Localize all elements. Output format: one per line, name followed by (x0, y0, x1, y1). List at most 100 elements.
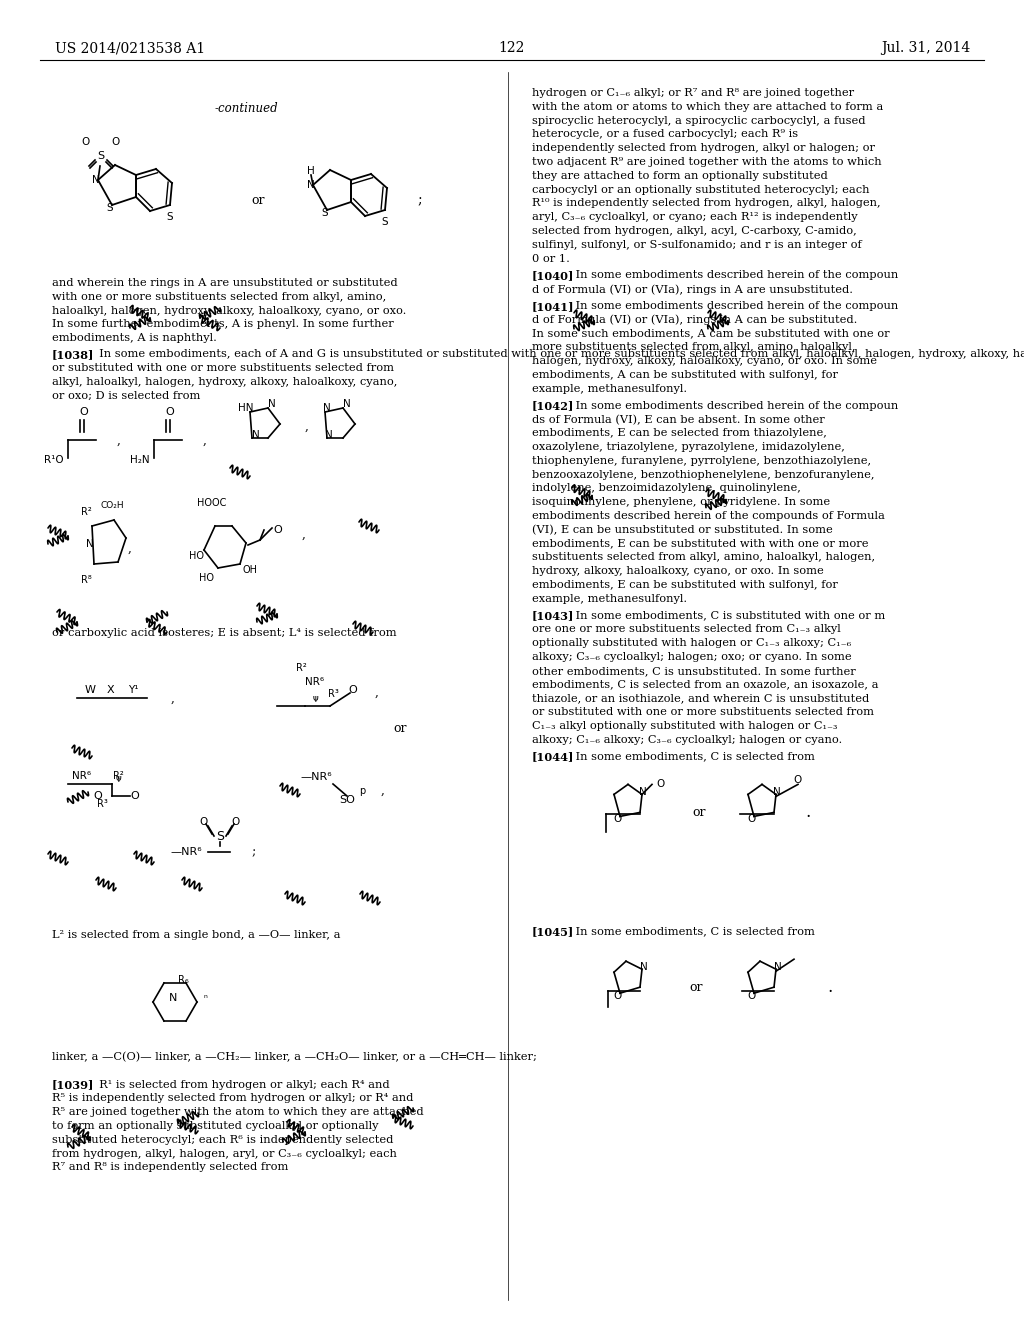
Text: R²: R² (81, 507, 91, 517)
Text: ,: , (171, 692, 175, 705)
Text: O: O (93, 791, 102, 801)
Text: or: or (251, 194, 265, 206)
Text: OH: OH (243, 565, 257, 576)
Text: alkyl, haloalkyl, halogen, hydroxy, alkoxy, haloalkoxy, cyano,: alkyl, haloalkyl, halogen, hydroxy, alko… (52, 376, 397, 387)
Text: N: N (774, 962, 782, 973)
Text: ,: , (305, 420, 309, 433)
Text: O: O (613, 991, 623, 1001)
Text: thiazole, or an isothiazole, and wherein C is unsubstituted: thiazole, or an isothiazole, and wherein… (532, 693, 869, 704)
Text: aryl, C₃₋₆ cycloalkyl, or cyano; each R¹² is independently: aryl, C₃₋₆ cycloalkyl, or cyano; each R¹… (532, 213, 858, 222)
Text: and wherein the rings in A are unsubstituted or substituted: and wherein the rings in A are unsubstit… (52, 279, 397, 288)
Text: N: N (324, 403, 331, 413)
Text: embodiments described herein of the compounds of Formula: embodiments described herein of the comp… (532, 511, 885, 521)
Text: example, methanesulfonyl.: example, methanesulfonyl. (532, 384, 687, 393)
Text: more substituents selected from alkyl, amino, haloalkyl,: more substituents selected from alkyl, a… (532, 342, 855, 352)
Text: S: S (97, 150, 104, 161)
Text: N: N (268, 399, 275, 409)
Text: In some embodiments, C is selected from: In some embodiments, C is selected from (572, 927, 815, 936)
Text: ,: , (302, 528, 306, 540)
Text: O: O (748, 814, 756, 825)
Text: alkoxy; C₃₋₆ cycloalkyl; halogen; oxo; or cyano. In some: alkoxy; C₃₋₆ cycloalkyl; halogen; oxo; o… (532, 652, 852, 663)
Text: X: X (106, 685, 114, 696)
Text: isoquinolinylene, phenylene, or pyridylene. In some: isoquinolinylene, phenylene, or pyridyle… (532, 498, 830, 507)
Text: C₁₋₃ alkyl optionally substituted with halogen or C₁₋₃: C₁₋₃ alkyl optionally substituted with h… (532, 721, 838, 731)
Text: (VI), E can be unsubstituted or substituted. In some: (VI), E can be unsubstituted or substitu… (532, 525, 833, 535)
Text: embodiments, A is naphthyl.: embodiments, A is naphthyl. (52, 333, 217, 343)
Text: or substituted with one or more substituents selected from: or substituted with one or more substitu… (52, 363, 394, 372)
Text: ,: , (203, 433, 207, 446)
Text: spirocyclic heterocyclyl, a spirocyclic carbocyclyl, a fused: spirocyclic heterocyclyl, a spirocyclic … (532, 116, 865, 125)
Text: O: O (82, 137, 90, 147)
Text: H: H (307, 166, 314, 176)
Text: example, methanesulfonyl.: example, methanesulfonyl. (532, 594, 687, 603)
Text: In some embodiments described herein of the compoun: In some embodiments described herein of … (572, 271, 898, 280)
Text: W: W (85, 685, 95, 696)
Text: ᴪ: ᴪ (312, 694, 317, 704)
Text: R⁵ is independently selected from hydrogen or alkyl; or R⁴ and: R⁵ is independently selected from hydrog… (52, 1093, 414, 1104)
Text: In some embodiments described herein of the compoun: In some embodiments described herein of … (572, 301, 898, 312)
Text: or: or (393, 722, 407, 734)
Text: L² is selected from a single bond, a —O— linker, a: L² is selected from a single bond, a —O—… (52, 931, 341, 940)
Text: d of Formula (VI) or (VIa), rings in A can be substituted.: d of Formula (VI) or (VIa), rings in A c… (532, 314, 857, 325)
Text: O: O (131, 791, 139, 801)
Text: R¹⁰ is independently selected from hydrogen, alkyl, halogen,: R¹⁰ is independently selected from hydro… (532, 198, 881, 209)
Text: O: O (166, 407, 174, 417)
Text: benzooxazolylene, benzothiophenelylene, benzofuranylene,: benzooxazolylene, benzothiophenelylene, … (532, 470, 874, 479)
Text: N: N (640, 962, 648, 973)
Text: —NR⁶: —NR⁶ (170, 847, 202, 857)
Text: HOOC: HOOC (198, 498, 226, 508)
Text: oxazolylene, triazolylene, pyrazolylene, imidazolylene,: oxazolylene, triazolylene, pyrazolylene,… (532, 442, 845, 451)
Text: N: N (92, 176, 100, 185)
Text: carbocyclyl or an optionally substituted heterocyclyl; each: carbocyclyl or an optionally substituted… (532, 185, 869, 194)
Text: ds of Formula (VI), E can be absent. In some other: ds of Formula (VI), E can be absent. In … (532, 414, 824, 425)
Text: O: O (748, 991, 756, 1001)
Text: Y¹: Y¹ (128, 685, 138, 696)
Text: In some embodiments, C is selected from: In some embodiments, C is selected from (572, 751, 815, 762)
Text: R¹O: R¹O (44, 455, 63, 465)
Text: or: or (692, 807, 706, 818)
Text: alkoxy; C₁₋₆ alkoxy; C₃₋₆ cycloalkyl; halogen or cyano.: alkoxy; C₁₋₆ alkoxy; C₃₋₆ cycloalkyl; ha… (532, 735, 843, 744)
Text: N: N (639, 788, 647, 797)
Text: [1045]: [1045] (532, 927, 574, 937)
Text: N: N (773, 788, 781, 797)
Text: [1042]: [1042] (532, 400, 574, 412)
Text: [1039]: [1039] (52, 1080, 94, 1090)
Text: R²: R² (296, 663, 306, 673)
Text: embodiments, C is selected from an oxazole, an isoxazole, a: embodiments, C is selected from an oxazo… (532, 680, 879, 689)
Text: ᴪ: ᴪ (115, 774, 121, 784)
Text: embodiments, E can be selected from thiazolylene,: embodiments, E can be selected from thia… (532, 428, 826, 438)
Text: ,: , (381, 784, 385, 796)
Text: independently selected from hydrogen, alkyl or halogen; or: independently selected from hydrogen, al… (532, 143, 874, 153)
Text: SO: SO (339, 795, 355, 805)
Text: R²: R² (113, 771, 123, 781)
Text: S: S (382, 216, 388, 227)
Text: US 2014/0213538 A1: US 2014/0213538 A1 (55, 41, 205, 55)
Text: sulfinyl, sulfonyl, or S-sulfonamido; and r is an integer of: sulfinyl, sulfonyl, or S-sulfonamido; an… (532, 240, 862, 249)
Text: [1038]: [1038] (52, 348, 94, 360)
Text: ,: , (375, 685, 379, 698)
Text: ,: , (128, 541, 132, 554)
Text: linker, a —C(O)— linker, a —CH₂— linker, a —CH₂O— linker, or a —CH═CH— linker;: linker, a —C(O)— linker, a —CH₂— linker,… (52, 1052, 537, 1063)
Text: haloalkyl, halogen, hydroxy, alkoxy, haloalkoxy, cyano, or oxo.: haloalkyl, halogen, hydroxy, alkoxy, hal… (52, 306, 407, 315)
Text: ₙ: ₙ (203, 990, 207, 1001)
Text: ore one or more substituents selected from C₁₋₃ alkyl: ore one or more substituents selected fr… (532, 624, 841, 635)
Text: embodiments, A can be substituted with sulfonyl, for: embodiments, A can be substituted with s… (532, 370, 838, 380)
Text: substituents selected from alkyl, amino, haloalkyl, halogen,: substituents selected from alkyl, amino,… (532, 552, 876, 562)
Text: In some embodiments, each of A and G is unsubstituted or substituted with one or: In some embodiments, each of A and G is … (92, 348, 1024, 359)
Text: embodiments, E can be substituted with with one or more: embodiments, E can be substituted with w… (532, 539, 868, 549)
Text: [1040]: [1040] (532, 271, 574, 281)
Text: NR⁶: NR⁶ (305, 677, 325, 686)
Text: -continued: -continued (215, 102, 279, 115)
Text: R⁷ and R⁸ is independently selected from: R⁷ and R⁸ is independently selected from (52, 1163, 289, 1172)
Text: R⁵ are joined together with the atom to which they are attached: R⁵ are joined together with the atom to … (52, 1107, 424, 1117)
Text: O: O (112, 137, 120, 147)
Text: N: N (86, 539, 94, 549)
Text: R₆: R₆ (177, 975, 188, 985)
Text: H₂N: H₂N (130, 455, 150, 465)
Text: O: O (200, 817, 208, 828)
Text: NR⁶: NR⁶ (73, 771, 91, 781)
Text: other embodiments, C is unsubstituted. In some further: other embodiments, C is unsubstituted. I… (532, 665, 856, 676)
Text: N: N (252, 430, 260, 440)
Text: they are attached to form an optionally substituted: they are attached to form an optionally … (532, 170, 827, 181)
Text: to form an optionally substituted cycloalkyl or optionally: to form an optionally substituted cycloa… (52, 1121, 379, 1131)
